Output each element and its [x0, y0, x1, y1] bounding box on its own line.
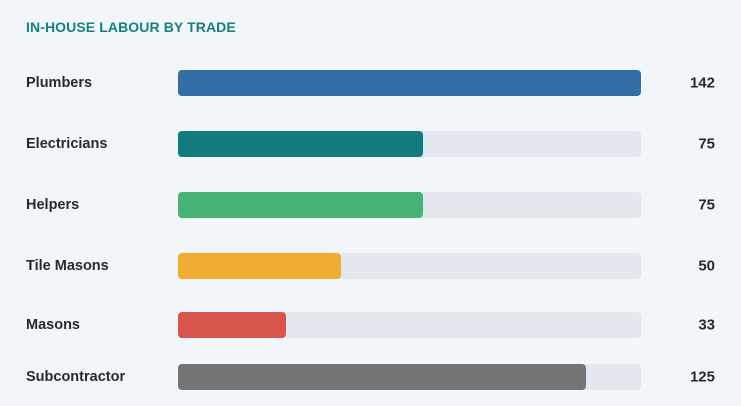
bar-row-electricians: Electricians 75	[0, 131, 741, 157]
bar-fill	[178, 192, 423, 218]
chart-title: IN-HOUSE LABOUR BY TRADE	[26, 19, 236, 35]
bar-fill	[178, 70, 641, 96]
bar-track	[178, 312, 641, 338]
bar-row-masons: Masons 33	[0, 312, 741, 338]
bar-track	[178, 253, 641, 279]
bar-track	[178, 70, 641, 96]
category-label: Helpers	[26, 197, 80, 213]
bar-fill	[178, 312, 286, 338]
bar-track	[178, 364, 641, 390]
category-label: Electricians	[26, 136, 108, 152]
category-label: Subcontractor	[26, 369, 126, 385]
bar-fill	[178, 364, 586, 390]
bar-fill	[178, 131, 423, 157]
bar-row-subcontractor: Subcontractor 125	[0, 364, 741, 390]
value-label: 125	[689, 368, 715, 386]
value-label: 75	[698, 196, 715, 214]
value-label: 50	[698, 257, 715, 275]
category-label: Tile Masons	[26, 258, 109, 274]
value-label: 75	[698, 135, 715, 153]
bar-fill	[178, 253, 342, 279]
value-label: 33	[698, 316, 715, 334]
bar-row-tile-masons: Tile Masons 50	[0, 253, 741, 279]
bar-track	[178, 131, 641, 157]
value-label: 142	[689, 74, 715, 92]
bar-track	[178, 192, 641, 218]
category-label: Plumbers	[26, 75, 93, 91]
bar-row-plumbers: Plumbers 142	[0, 70, 741, 96]
category-label: Masons	[26, 317, 80, 333]
bar-row-helpers: Helpers 75	[0, 192, 741, 218]
